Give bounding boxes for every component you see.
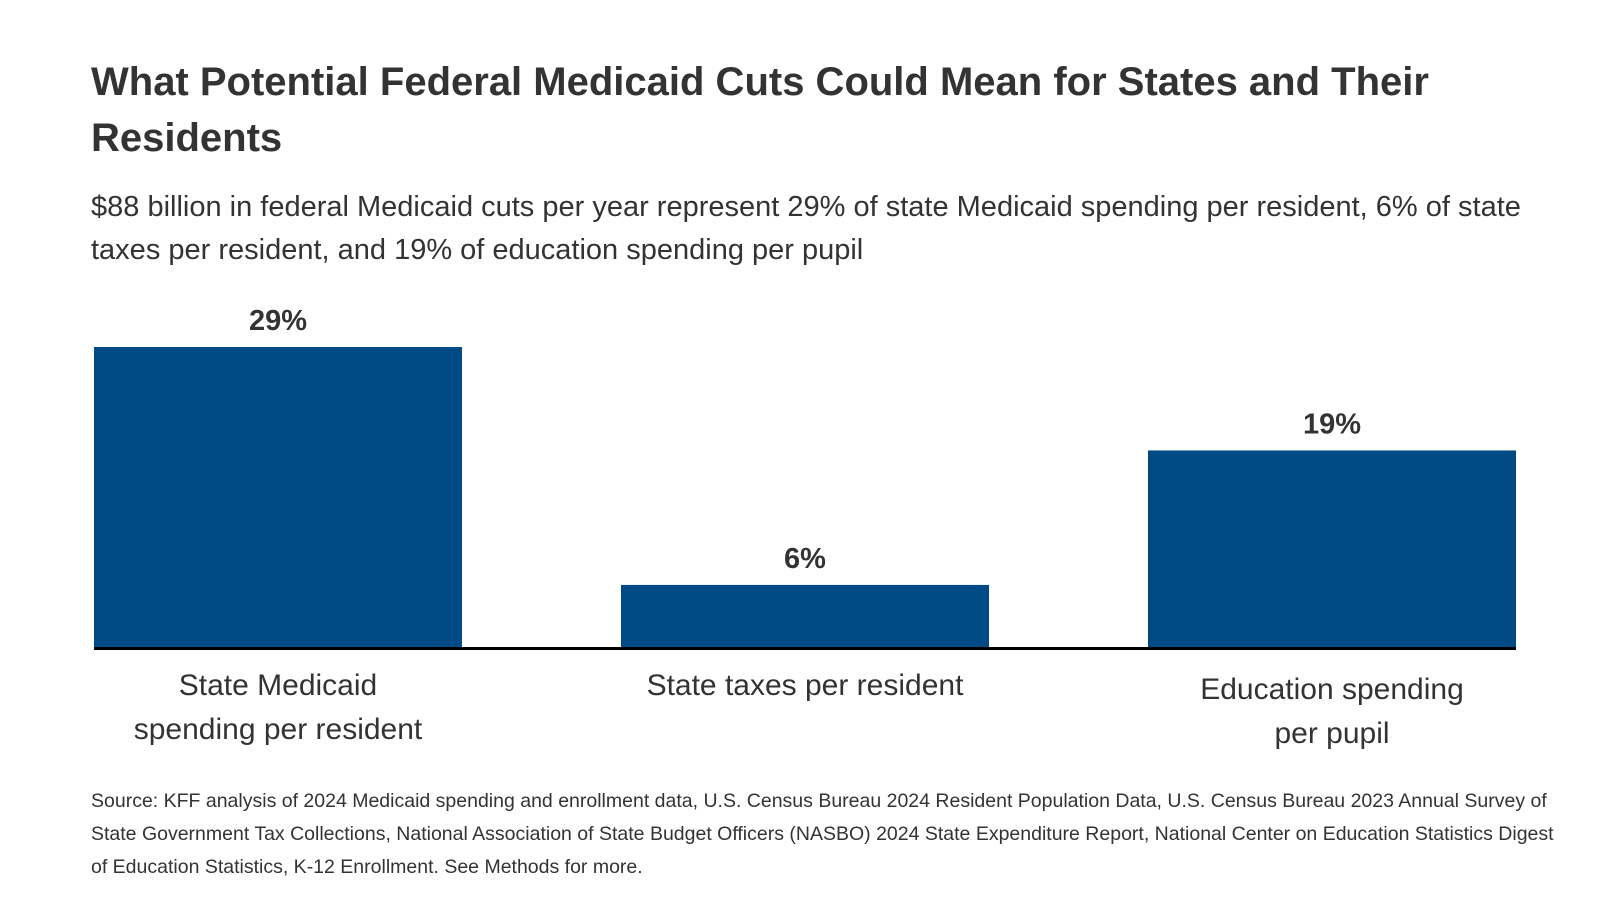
- bar-1: [94, 347, 462, 647]
- data-label: 6%: [784, 543, 826, 575]
- bar-2: [621, 584, 989, 647]
- category-label: Education spending per pupil: [1200, 673, 1464, 750]
- category-label: State taxes per resident: [646, 669, 964, 702]
- data-label: 29%: [249, 305, 307, 337]
- data-label: 19%: [1303, 408, 1361, 440]
- source-note: Source: KFF analysis of 2024 Medicaid sp…: [91, 790, 1554, 878]
- chart-title: What Potential Federal Medicaid Cuts Cou…: [91, 60, 1429, 160]
- category-label: State Medicaid spending per resident: [133, 669, 423, 746]
- chart-subtitle: $88 billion in federal Medicaid cuts per…: [91, 191, 1521, 266]
- bar-3: [1148, 450, 1516, 647]
